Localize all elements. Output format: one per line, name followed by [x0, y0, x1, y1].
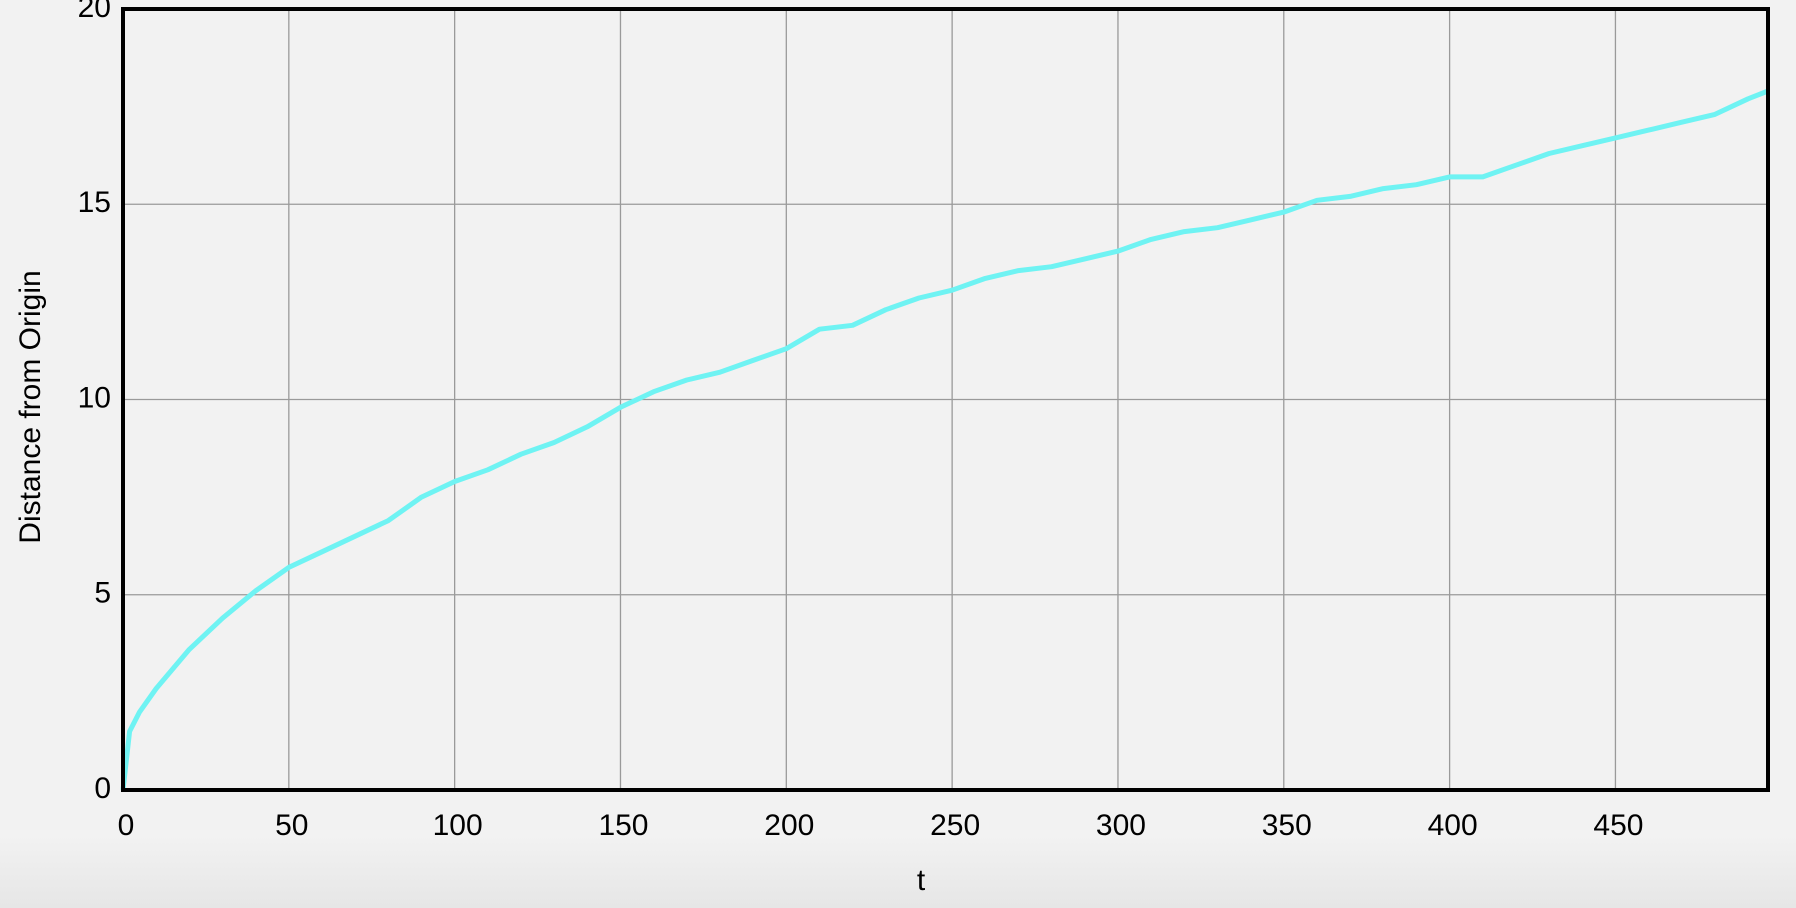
x-tick-label: 250: [930, 809, 980, 842]
x-tick-label: 450: [1593, 809, 1643, 842]
x-tick-label: 150: [598, 809, 648, 842]
x-tick-label: 200: [764, 809, 814, 842]
x-tick-label: 100: [433, 809, 483, 842]
y-tick-label: 15: [78, 186, 111, 219]
x-tick-label: 0: [118, 809, 135, 842]
y-tick-label: 10: [78, 381, 111, 414]
plot-frame: [121, 7, 1770, 792]
x-tick-label: 400: [1428, 809, 1478, 842]
data-line: [120, 88, 1769, 791]
y-tick-label: 0: [94, 772, 111, 805]
x-tick-label: 50: [275, 809, 308, 842]
y-tick-label: 5: [94, 577, 111, 610]
y-tick-label: 20: [78, 0, 111, 24]
x-axis-label: t: [917, 864, 926, 897]
x-tick-label: 350: [1262, 809, 1312, 842]
y-axis-label: Distance from Origin: [14, 270, 47, 543]
x-tick-label: 300: [1096, 809, 1146, 842]
